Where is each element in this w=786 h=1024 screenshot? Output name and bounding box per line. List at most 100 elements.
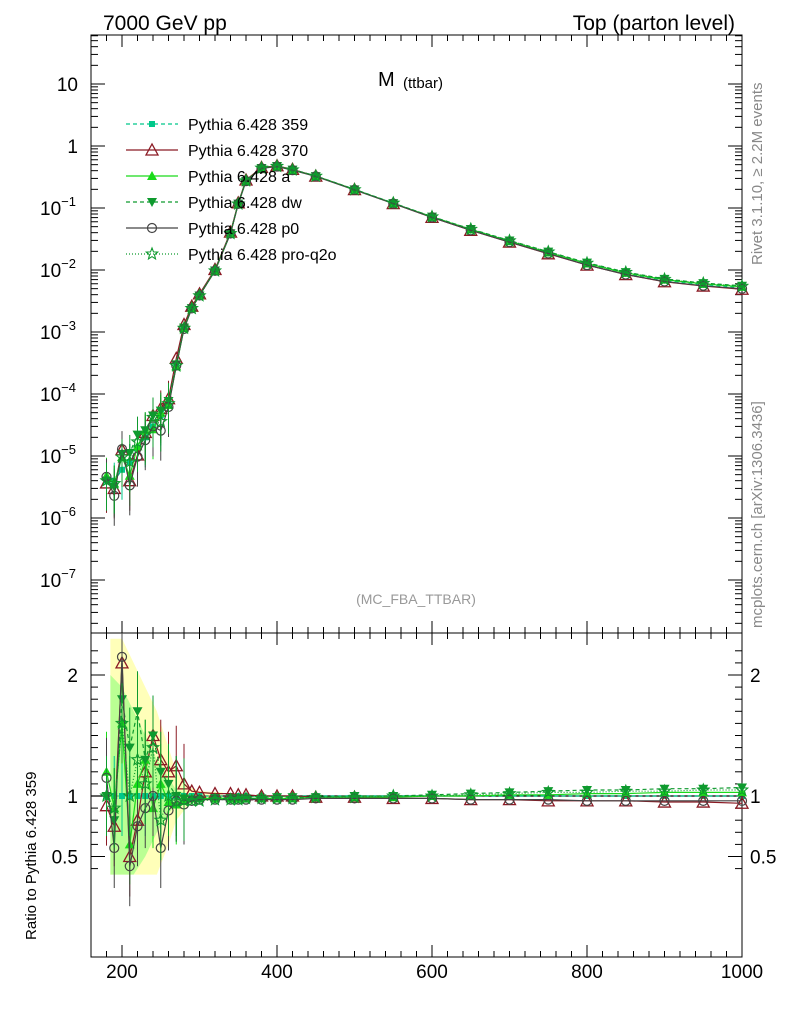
main-point <box>541 244 556 259</box>
ratio-point <box>287 794 298 805</box>
legend: Pythia 6.428 359 Pythia 6.428 370 Pythia 6… <box>126 117 337 264</box>
ratio-point <box>698 784 709 794</box>
main-point <box>207 263 223 277</box>
y-tick-exponent: −6 <box>61 504 76 519</box>
legend-marker <box>144 246 160 261</box>
legend-marker <box>149 121 155 127</box>
ratio-point <box>310 793 321 804</box>
legend-entry: Pythia 6.428 dw <box>126 195 302 212</box>
legend-entry: Pythia 6.428 p0 <box>126 221 299 238</box>
legend-label: Pythia 6.428 pro-q2o <box>188 247 337 264</box>
main-point <box>310 171 321 182</box>
ratio-point <box>132 707 143 717</box>
ratio-point <box>186 795 197 805</box>
ratio-point <box>386 788 401 803</box>
ratio-point <box>543 787 554 797</box>
ratio-series-line <box>105 662 743 857</box>
ratio-point <box>153 812 168 827</box>
main-point <box>659 276 670 287</box>
main-point <box>240 175 252 187</box>
ratio-point <box>734 795 750 809</box>
ratio-point <box>124 861 135 872</box>
y-tick-label: 10−4 <box>40 380 76 406</box>
legend-marker <box>147 198 157 207</box>
ratio-point <box>541 793 556 807</box>
ratio-series-line <box>105 656 742 867</box>
ratio-series-2 <box>101 683 747 885</box>
ratio-point <box>582 785 592 795</box>
legend-label: Pythia 6.428 p0 <box>188 221 299 238</box>
x-tick-label: 800 <box>571 962 603 983</box>
ratio-point <box>147 790 159 802</box>
ratio-point <box>254 790 269 805</box>
main-point <box>734 278 750 293</box>
ratio-point <box>388 793 399 804</box>
y-tick-mantissa: 10 <box>40 261 61 282</box>
main-point <box>184 300 199 315</box>
legend-entry: Pythia 6.428 pro-q2o <box>126 246 337 264</box>
ratio-point <box>155 767 166 777</box>
ratio-point <box>696 782 711 797</box>
ratio-series-3 <box>101 659 747 861</box>
y-tick-label: 10−5 <box>40 442 76 468</box>
legend-label: Pythia 6.428 370 <box>188 143 308 160</box>
main-point <box>161 396 176 410</box>
ratio-point <box>504 794 515 805</box>
main-point <box>122 454 137 469</box>
ratio-y-tick-label-right: 1 <box>750 787 761 808</box>
main-series-line <box>106 165 743 485</box>
main-point <box>696 275 711 290</box>
y-tick-label: 10 <box>57 75 78 96</box>
main-point <box>254 160 269 175</box>
ratio-point <box>130 752 145 766</box>
y-tick-exponent: −1 <box>61 194 76 209</box>
ratio-point <box>99 788 114 803</box>
ratio-point <box>427 790 437 800</box>
x-tick-label: 200 <box>106 962 138 983</box>
main-point <box>138 427 153 441</box>
y-tick-mantissa: 10 <box>40 323 61 344</box>
plot-title-sub: (ttbar) <box>403 75 443 92</box>
y-tick-label: 10−3 <box>40 318 76 344</box>
ratio-point <box>541 784 556 799</box>
main-point <box>736 283 748 294</box>
main-point <box>107 476 122 490</box>
main-point <box>426 212 438 223</box>
legend-entry: Pythia 6.428 359 <box>126 117 308 134</box>
ratio-y-tick-label-right: 2 <box>750 666 761 687</box>
legend-label: Pythia 6.428 359 <box>188 117 308 134</box>
ratio-point <box>271 794 283 805</box>
main-point <box>657 271 672 286</box>
main-point <box>269 158 285 173</box>
main-series-4 <box>101 161 748 526</box>
x-tick-label: 1000 <box>721 962 763 983</box>
ratio-point <box>225 794 236 804</box>
ratio-point <box>210 794 220 804</box>
main-point <box>620 269 631 280</box>
ratio-point <box>347 789 362 804</box>
ratio-y-tick-label: 2 <box>67 666 78 687</box>
y-tick-label: 1 <box>67 137 78 158</box>
y-tick-label: 10−1 <box>40 194 76 220</box>
legend-marker <box>147 171 157 180</box>
ratio-point <box>138 776 153 791</box>
ratio-point <box>579 784 595 799</box>
main-point <box>308 168 323 183</box>
ratio-point <box>659 795 670 806</box>
y-tick-label: 10−6 <box>40 504 76 530</box>
legend-label: Pythia 6.428 a <box>188 169 290 186</box>
ratio-point <box>285 790 300 805</box>
ratio-point <box>698 795 709 806</box>
ratio-point <box>161 788 176 803</box>
ratio-point <box>132 821 143 832</box>
main-point <box>287 165 298 176</box>
ratio-point <box>114 715 130 730</box>
main-point <box>349 184 360 195</box>
legend-marker <box>144 142 160 156</box>
ratio-series-5 <box>99 683 750 861</box>
ratio-point <box>169 794 184 809</box>
main-point <box>618 264 633 279</box>
ratio-series-4 <box>101 633 748 907</box>
ratio-y-tick-label: 0.5 <box>52 848 78 869</box>
